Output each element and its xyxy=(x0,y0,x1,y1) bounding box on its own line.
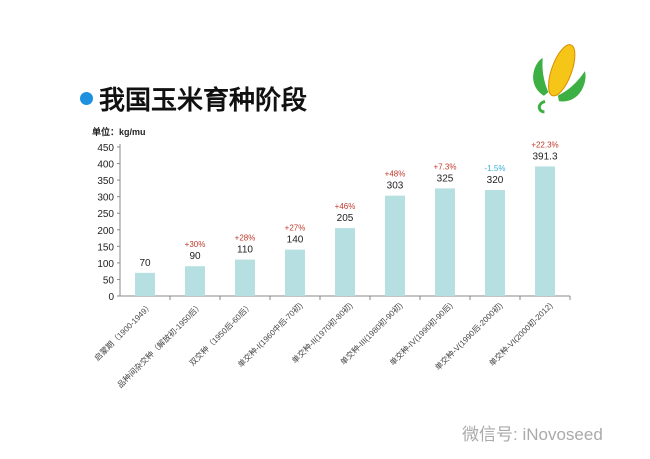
value-label: 70 xyxy=(139,258,151,269)
growth-label: +46% xyxy=(335,202,356,211)
growth-label: +27% xyxy=(285,224,306,233)
y-tick-label: 200 xyxy=(97,226,114,237)
bullet-icon xyxy=(80,92,93,105)
value-label: 320 xyxy=(487,175,504,186)
y-tick-label: 300 xyxy=(97,193,114,204)
growth-label: +28% xyxy=(235,234,256,243)
bar xyxy=(135,272,155,296)
y-tick-label: 450 xyxy=(97,143,114,154)
bar xyxy=(435,188,455,296)
growth-label: +30% xyxy=(185,240,206,249)
y-tick-label: 150 xyxy=(97,242,114,253)
slide-title: 我国玉米育种阶段 xyxy=(80,80,307,117)
bar xyxy=(535,166,555,296)
bar xyxy=(485,190,505,296)
growth-label: -1.5% xyxy=(485,164,506,173)
growth-label: +22.3% xyxy=(531,140,558,149)
wechat-watermark: 微信号: iNovoseed xyxy=(462,425,603,444)
bar xyxy=(235,259,255,296)
value-label: 205 xyxy=(337,213,354,224)
value-label: 140 xyxy=(287,235,304,246)
bar xyxy=(335,228,355,296)
bar xyxy=(385,195,405,296)
bar xyxy=(285,249,305,296)
x-category-label: 品种间杂交种（解放初-1950后） xyxy=(115,300,204,389)
bar xyxy=(185,266,205,296)
y-tick-label: 250 xyxy=(97,209,114,220)
corn-icon xyxy=(533,44,586,114)
y-axis-unit: 单位：kg/mu xyxy=(92,127,146,137)
value-label: 110 xyxy=(237,245,253,256)
growth-label: +48% xyxy=(385,170,406,179)
title-text: 我国玉米育种阶段 xyxy=(99,85,308,115)
value-label: 90 xyxy=(189,251,201,262)
y-tick-label: 50 xyxy=(103,275,115,286)
y-tick-label: 100 xyxy=(97,259,114,270)
y-tick-label: 400 xyxy=(97,160,114,171)
value-label: 391.3 xyxy=(532,151,557,162)
growth-label: +7.3% xyxy=(434,162,457,171)
y-tick-label: 0 xyxy=(108,292,114,303)
value-label: 303 xyxy=(387,181,404,192)
value-label: 325 xyxy=(437,173,454,184)
y-tick-label: 350 xyxy=(97,176,114,187)
